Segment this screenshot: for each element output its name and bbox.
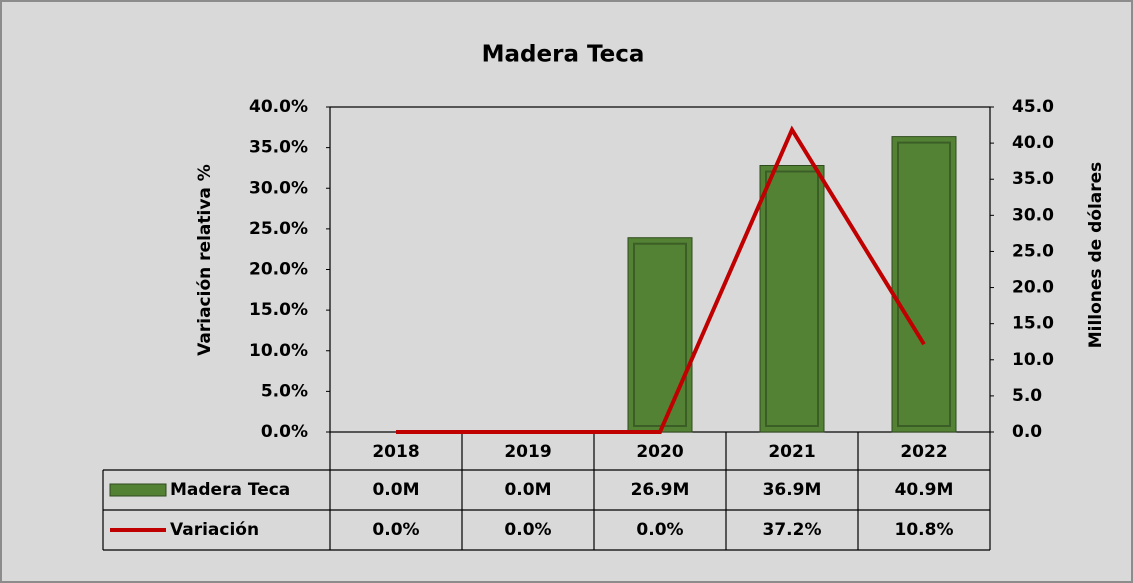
table-value: 0.0%	[504, 520, 551, 540]
y2-tick-label: 35.0	[1012, 169, 1054, 189]
data-table	[102, 432, 991, 551]
y2-tick-label: 30.0	[1012, 205, 1054, 225]
y2-tick-label: 45.0	[1012, 97, 1054, 117]
y-tick-label: 10.0%	[249, 341, 308, 361]
table-value: 10.8%	[895, 520, 954, 540]
chart-title: Madera Teca	[482, 42, 645, 68]
y-tick-label: 40.0%	[249, 97, 308, 117]
bar	[759, 165, 825, 433]
y-tick-label: 35.0%	[249, 138, 308, 158]
bar	[891, 136, 957, 433]
table-value: 40.9M	[895, 480, 954, 500]
y2-tick-label: 20.0	[1012, 278, 1054, 298]
table-value: 0.0M	[504, 480, 551, 500]
y2-tick-label: 40.0	[1012, 133, 1054, 153]
y2-tick-label: 10.0	[1012, 350, 1054, 370]
y2-tick-label: 15.0	[1012, 314, 1054, 334]
x-tick-label: 2021	[768, 442, 815, 462]
y-axis-title: Variación relativa %	[195, 164, 215, 356]
x-tick-label: 2019	[504, 442, 551, 462]
table-value: 36.9M	[763, 480, 822, 500]
legend-label: Variación	[170, 520, 259, 540]
bar-bevel	[633, 242, 687, 427]
y-tick-label: 15.0%	[249, 300, 308, 320]
legend-label: Madera Teca	[170, 480, 290, 500]
y2-tick-label: 0.0	[1012, 422, 1042, 442]
y2-tick-label: 25.0	[1012, 241, 1054, 261]
x-tick-label: 2022	[900, 442, 947, 462]
y-tick-label: 0.0%	[261, 422, 308, 442]
bar	[627, 237, 693, 433]
bar-bevel	[897, 141, 951, 427]
x-tick-label: 2018	[372, 442, 419, 462]
legend-key	[109, 483, 167, 497]
y-tick-label: 30.0%	[249, 178, 308, 198]
x-tick-label: 2020	[636, 442, 683, 462]
table-value: 26.9M	[631, 480, 690, 500]
y-tick-label: 5.0%	[261, 381, 308, 401]
line	[396, 125, 926, 434]
bar-bevel	[765, 170, 819, 427]
table-value: 0.0%	[372, 520, 419, 540]
y2-tick-label: 5.0	[1012, 386, 1042, 406]
y-tick-label: 20.0%	[249, 260, 308, 280]
y-tick-label: 25.0%	[249, 219, 308, 239]
table-value: 0.0M	[372, 480, 419, 500]
y2-axis-title: Millones de dólares	[1086, 162, 1106, 349]
table-value: 37.2%	[763, 520, 822, 540]
table-value: 0.0%	[636, 520, 683, 540]
